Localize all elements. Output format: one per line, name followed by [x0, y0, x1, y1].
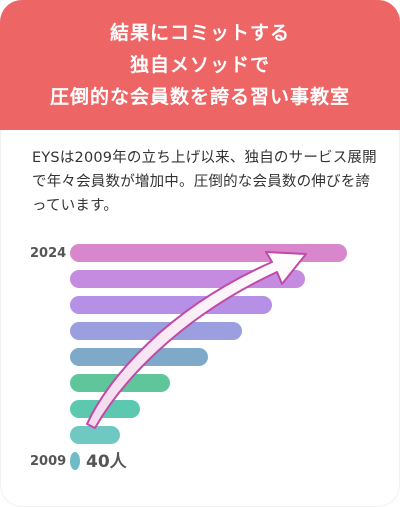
- headline-line-1: 結果にコミットする: [109, 22, 290, 44]
- bar-2: [70, 426, 120, 444]
- headline-line-2: 独自メソッドで: [129, 54, 270, 76]
- bar-6: [70, 322, 242, 340]
- bar-1: [70, 452, 80, 470]
- description-text: EYSは2009年の立ち上げ以来、独自のサービス展開で年々会員数が増加中。圧倒的…: [32, 150, 377, 214]
- header-banner: 結果にコミットする 独自メソッドで 圧倒的な会員数を誇る習い事教室: [0, 0, 400, 130]
- member-growth-chart: 2024 2009 40人: [0, 230, 400, 507]
- chart-svg: 2024 2009 40人: [30, 244, 347, 472]
- year-label-2024: 2024: [30, 246, 66, 261]
- year-label-2009: 2009: [30, 454, 66, 469]
- start-value-label: 40人: [86, 452, 128, 472]
- headline-line-3: 圧倒的な会員数を誇る習い事教室: [49, 86, 350, 108]
- bar-7: [70, 296, 272, 314]
- bar-group: [70, 244, 347, 470]
- trend-arrow: [86, 251, 307, 429]
